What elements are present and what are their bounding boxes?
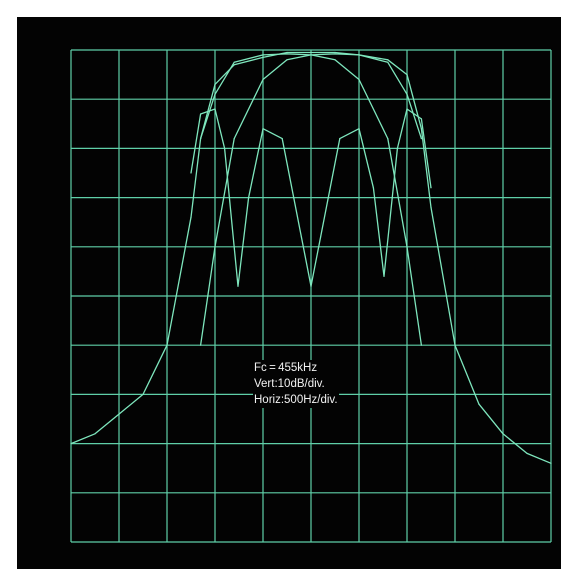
trace-point xyxy=(214,93,216,95)
trace-point xyxy=(334,59,336,61)
trace-point xyxy=(94,433,96,435)
trace-point xyxy=(200,344,202,346)
trace-point xyxy=(142,393,144,395)
trace-point xyxy=(430,187,432,189)
trace-point xyxy=(526,452,528,454)
annotation-box: Fc = 455kHz Vert:10dB/div. Horiz:500Hz/d… xyxy=(253,360,339,408)
trace-point xyxy=(200,138,202,140)
trace-point xyxy=(286,59,288,61)
trace-point xyxy=(166,344,168,346)
trace-point xyxy=(334,51,336,54)
trace-point xyxy=(190,216,192,218)
trace-point xyxy=(262,78,264,81)
oscilloscope-screen xyxy=(17,17,561,569)
graticule xyxy=(70,49,552,543)
trace-point xyxy=(214,246,216,248)
trace-point xyxy=(320,236,322,238)
trace-point xyxy=(286,51,288,54)
trace-point xyxy=(420,128,422,130)
annotation-horizontal-scale: Horiz:500Hz/div. xyxy=(254,394,338,406)
trace-point xyxy=(262,54,264,56)
trace-point xyxy=(383,275,385,277)
trace-point xyxy=(237,285,239,287)
trace-point xyxy=(358,78,360,81)
annotation-vertical-scale: Vert:10dB/div. xyxy=(254,378,325,390)
trace-point xyxy=(118,413,120,415)
trace-point xyxy=(262,128,264,130)
trace-point xyxy=(406,108,408,110)
trace-point xyxy=(224,147,226,149)
trace-point xyxy=(387,59,389,61)
trace-point xyxy=(70,443,72,445)
trace-point xyxy=(420,138,422,140)
trace-point xyxy=(396,147,398,149)
trace-point xyxy=(430,206,432,208)
annotation-center-frequency: Fc = 455kHz xyxy=(254,362,318,374)
trace-point xyxy=(286,53,288,55)
trace-point xyxy=(420,118,422,120)
trace-point xyxy=(233,61,235,63)
trace-point xyxy=(233,138,235,140)
trace-point xyxy=(387,61,389,63)
trace-point xyxy=(310,54,312,56)
trace-point xyxy=(334,53,336,55)
trace-point xyxy=(214,83,216,85)
trace-point xyxy=(190,172,192,174)
traces xyxy=(70,51,552,464)
trace-point xyxy=(262,56,264,59)
trace-point xyxy=(406,246,408,248)
trace-point xyxy=(387,138,389,140)
trace-point xyxy=(310,285,312,287)
trace-point xyxy=(358,54,360,56)
trace-point xyxy=(214,108,216,110)
trace-point xyxy=(281,138,283,140)
trace-point xyxy=(300,236,302,238)
trace-point xyxy=(233,64,235,66)
trace-point xyxy=(358,128,360,130)
trace-point xyxy=(406,74,408,76)
trace-point xyxy=(454,344,456,346)
trace-point xyxy=(248,197,250,199)
trace-point xyxy=(550,462,552,464)
trace-point xyxy=(502,433,504,435)
trace-point xyxy=(478,403,480,405)
trace-point xyxy=(339,138,341,140)
trace-point xyxy=(200,113,202,115)
trace-point xyxy=(420,344,422,346)
trace-point xyxy=(372,187,374,189)
trace-point xyxy=(310,51,312,54)
trace-point xyxy=(406,93,408,95)
